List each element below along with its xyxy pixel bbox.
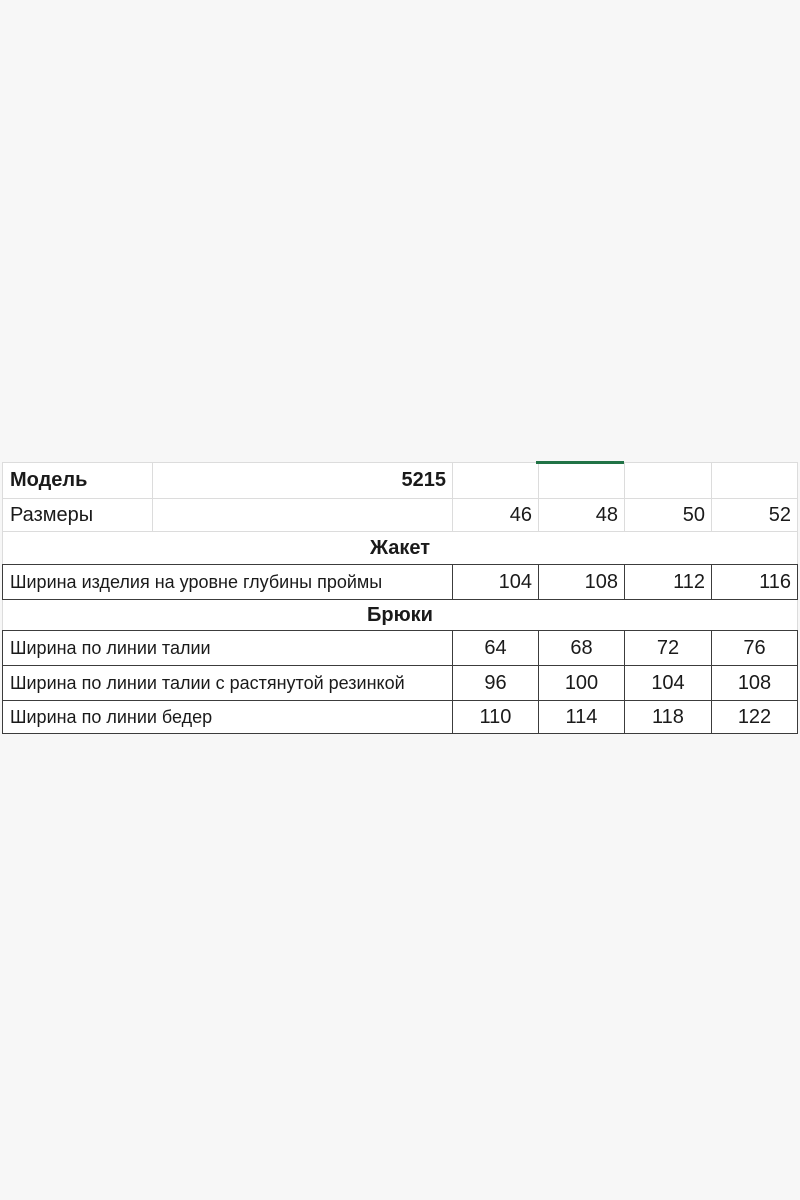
measurement-value-cell: 64 xyxy=(452,630,539,666)
measurement-value-cell: 116 xyxy=(711,564,798,600)
measurement-value-cell: 118 xyxy=(624,700,712,734)
section-header-row-trousers: Брюки xyxy=(2,599,798,631)
measurement-label-cell: Ширина по линии бедер xyxy=(2,700,453,734)
size-cell: 48 xyxy=(538,498,625,532)
measurement-label-cell: Ширина изделия на уровне глубины проймы xyxy=(2,564,453,600)
size-cell: 50 xyxy=(624,498,712,532)
measurement-value-cell: 108 xyxy=(711,665,798,701)
size-cell: 52 xyxy=(711,498,798,532)
model-row: Модель 5215 xyxy=(2,462,798,499)
model-value-cell: 5215 xyxy=(152,462,453,499)
measurement-value-cell: 114 xyxy=(538,700,625,734)
empty-cell xyxy=(624,462,712,499)
measurement-value-cell: 104 xyxy=(452,564,539,600)
section-header-row-jacket: Жакет xyxy=(2,531,798,565)
measurement-value-cell: 110 xyxy=(452,700,539,734)
empty-cell xyxy=(152,498,453,532)
measurement-value-cell: 96 xyxy=(452,665,539,701)
measurement-value-cell: 68 xyxy=(538,630,625,666)
measurement-label-cell: Ширина по линии талии xyxy=(2,630,453,666)
measurement-row: Ширина по линии талии 64 68 72 76 xyxy=(2,630,798,666)
empty-cell xyxy=(711,462,798,499)
sizes-row: Размеры 46 48 50 52 xyxy=(2,498,798,532)
size-chart: Модель 5215 Размеры 46 48 50 52 Жакет Ши… xyxy=(2,461,798,734)
measurement-value-cell: 122 xyxy=(711,700,798,734)
section-title-jacket: Жакет xyxy=(2,531,798,565)
measurement-value-cell: 104 xyxy=(624,665,712,701)
measurement-value-cell: 100 xyxy=(538,665,625,701)
empty-cell xyxy=(538,462,625,499)
size-table: Модель 5215 Размеры 46 48 50 52 Жакет Ши… xyxy=(2,462,798,734)
measurement-row: Ширина изделия на уровне глубины проймы … xyxy=(2,564,798,600)
measurement-label-cell: Ширина по линии талии с растянутой резин… xyxy=(2,665,453,701)
selected-cell-border-accent xyxy=(536,461,624,464)
empty-cell xyxy=(452,462,539,499)
sizes-label-cell: Размеры xyxy=(2,498,153,532)
size-cell: 46 xyxy=(452,498,539,532)
measurement-value-cell: 76 xyxy=(711,630,798,666)
measurement-value-cell: 108 xyxy=(538,564,625,600)
model-label-cell: Модель xyxy=(2,462,153,499)
measurement-value-cell: 112 xyxy=(624,564,712,600)
measurement-row: Ширина по линии талии с растянутой резин… xyxy=(2,665,798,701)
measurement-value-cell: 72 xyxy=(624,630,712,666)
section-title-trousers: Брюки xyxy=(2,599,798,631)
measurement-row: Ширина по линии бедер 110 114 118 122 xyxy=(2,700,798,734)
